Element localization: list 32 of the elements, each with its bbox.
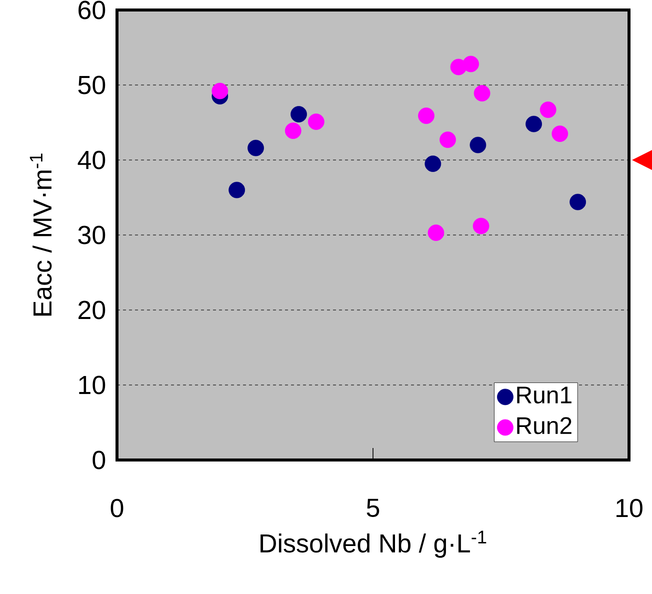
y-tick-label: 0 (92, 450, 106, 470)
point (228, 182, 246, 198)
y-tick-label: 10 (79, 376, 106, 394)
y-tick-label: 20 (78, 300, 106, 320)
point (474, 85, 490, 102)
point (540, 102, 556, 118)
point (440, 132, 456, 148)
point (248, 140, 264, 156)
y-tick-label: 40 (78, 150, 106, 170)
y-tick-label: 30 (78, 226, 106, 244)
y-axis-title: Eacc / MV·m$^{-1}$ (30, 154, 52, 316)
legend-label: Run1 (517, 386, 572, 404)
point (526, 116, 542, 132)
point (428, 224, 444, 241)
point (424, 156, 442, 172)
x-tick-label: 10 (616, 498, 642, 518)
point (570, 194, 586, 210)
point (472, 218, 490, 234)
y-tick-label: 50 (78, 76, 106, 94)
point (308, 114, 324, 130)
point (418, 108, 434, 124)
point (470, 136, 486, 154)
point (212, 82, 228, 100)
point (284, 122, 302, 139)
point (462, 56, 479, 72)
legend-label: Run2 (517, 417, 572, 434)
point (290, 106, 307, 122)
point (552, 126, 568, 142)
y-tick-label: 60 (78, 0, 106, 20)
x-tick-label: 0 (110, 498, 124, 518)
x-tick-label: 5 (366, 498, 380, 518)
x-axis-title: Dissolved Nb / g·L$^{-1}$ (260, 530, 486, 558)
